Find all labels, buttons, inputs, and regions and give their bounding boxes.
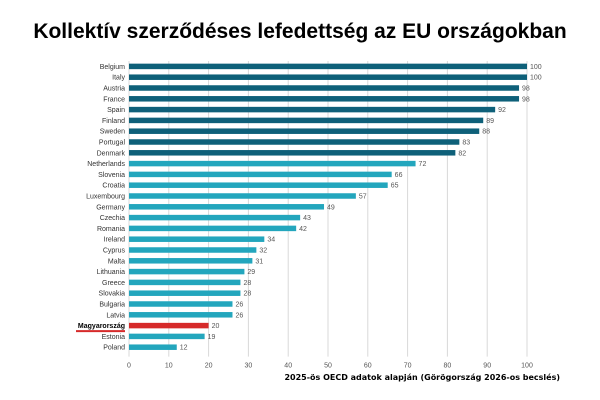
category-label: Croatia bbox=[102, 183, 125, 190]
category-label: Cyprus bbox=[103, 248, 126, 255]
bar bbox=[129, 128, 480, 134]
category-label: Luxembourg bbox=[86, 194, 125, 201]
category-labels: Belgium Italy Austria France Spain Finland Swe… bbox=[76, 64, 125, 352]
value-label: 72 bbox=[419, 161, 427, 168]
bar bbox=[129, 322, 209, 329]
bars bbox=[129, 63, 527, 350]
category-label: Netherlands bbox=[87, 161, 125, 168]
x-axis-ticks: 0 10 20 30 40 50 60 70 80 90 100 bbox=[127, 363, 533, 370]
bar bbox=[129, 301, 233, 307]
chart-title: Kollektív szerződéses lefedettség az EU … bbox=[33, 20, 567, 43]
value-label: 28 bbox=[243, 291, 251, 298]
category-label: Romania bbox=[97, 226, 125, 233]
x-tick-label: 80 bbox=[444, 363, 452, 370]
x-tick-label: 30 bbox=[245, 363, 253, 370]
value-label: 83 bbox=[462, 140, 470, 147]
value-label: 28 bbox=[243, 280, 251, 287]
category-label: Germany bbox=[96, 204, 125, 211]
category-label: Finland bbox=[102, 118, 125, 125]
bar bbox=[129, 333, 205, 340]
category-label: Latvia bbox=[106, 312, 125, 319]
category-label: Estonia bbox=[102, 334, 125, 341]
category-label: Ireland bbox=[104, 237, 126, 244]
category-label: Italy bbox=[112, 75, 125, 82]
bar bbox=[129, 236, 265, 242]
value-label: 19 bbox=[208, 334, 216, 341]
category-label: Greece bbox=[102, 280, 125, 287]
value-label: 32 bbox=[259, 248, 267, 255]
value-label: 98 bbox=[522, 86, 530, 93]
x-tick-label: 0 bbox=[127, 363, 131, 370]
value-label: 43 bbox=[303, 215, 311, 222]
bar bbox=[129, 117, 484, 124]
bar bbox=[129, 214, 301, 221]
value-label: 34 bbox=[267, 237, 275, 244]
bar bbox=[129, 258, 253, 264]
value-label: 92 bbox=[498, 107, 506, 114]
bar bbox=[129, 247, 257, 253]
value-label: 98 bbox=[522, 96, 530, 103]
bar bbox=[129, 344, 177, 350]
bar bbox=[129, 193, 356, 199]
x-tick-label: 60 bbox=[364, 363, 372, 370]
value-label: 65 bbox=[391, 183, 399, 190]
bar bbox=[129, 290, 241, 296]
value-label: 89 bbox=[486, 118, 494, 125]
value-label: 31 bbox=[255, 258, 263, 265]
value-label: 20 bbox=[212, 323, 220, 330]
bar bbox=[129, 96, 520, 102]
category-label: Malta bbox=[108, 258, 125, 265]
bar bbox=[129, 106, 496, 113]
category-label: Spain bbox=[107, 107, 125, 114]
category-label: Lithuania bbox=[97, 269, 126, 276]
category-label: Portugal bbox=[99, 140, 126, 147]
bar bbox=[129, 150, 456, 156]
x-tick-label: 50 bbox=[324, 363, 332, 370]
category-label: Denmark bbox=[97, 150, 126, 157]
value-label: 100 bbox=[530, 75, 542, 82]
value-label: 26 bbox=[235, 302, 243, 309]
value-label: 29 bbox=[247, 269, 255, 276]
category-label-highlight: Magyarország bbox=[78, 323, 125, 330]
x-tick-label: 20 bbox=[205, 363, 213, 370]
x-tick-label: 100 bbox=[521, 363, 533, 370]
value-label: 26 bbox=[235, 312, 243, 319]
bar bbox=[129, 160, 416, 167]
category-label: Slovakia bbox=[99, 291, 126, 298]
bar bbox=[129, 182, 388, 188]
bar bbox=[129, 225, 297, 232]
bar bbox=[129, 312, 233, 318]
category-label: Austria bbox=[103, 86, 125, 93]
category-label: Sweden bbox=[100, 129, 125, 136]
bar bbox=[129, 74, 527, 80]
category-label: Slovenia bbox=[98, 172, 125, 179]
x-tick-label: 10 bbox=[165, 363, 173, 370]
bar bbox=[129, 279, 241, 286]
value-label: 49 bbox=[327, 204, 335, 211]
category-label: Czechia bbox=[100, 215, 125, 222]
category-label: Poland bbox=[103, 345, 125, 352]
value-label: 82 bbox=[458, 150, 466, 157]
value-label: 57 bbox=[359, 194, 367, 201]
bar bbox=[129, 63, 527, 70]
value-label: 66 bbox=[395, 172, 403, 179]
x-tick-label: 40 bbox=[284, 363, 292, 370]
value-labels: 1001009898928988838272666557494342343231… bbox=[180, 64, 542, 352]
value-label: 42 bbox=[299, 226, 307, 233]
bar bbox=[129, 85, 520, 91]
category-label: Bulgaria bbox=[99, 302, 125, 309]
source-note: 2025-ös OECD adatok alapján (Görögország… bbox=[284, 373, 560, 382]
bar bbox=[129, 204, 325, 210]
bar bbox=[129, 139, 460, 145]
x-tick-label: 70 bbox=[404, 363, 412, 370]
category-label: France bbox=[103, 96, 125, 103]
bar bbox=[129, 268, 245, 275]
value-label: 100 bbox=[530, 64, 542, 71]
x-tick-label: 90 bbox=[483, 363, 491, 370]
category-label: Belgium bbox=[100, 64, 125, 71]
value-label: 12 bbox=[180, 345, 188, 352]
bar bbox=[129, 171, 392, 178]
value-label: 88 bbox=[482, 129, 490, 136]
